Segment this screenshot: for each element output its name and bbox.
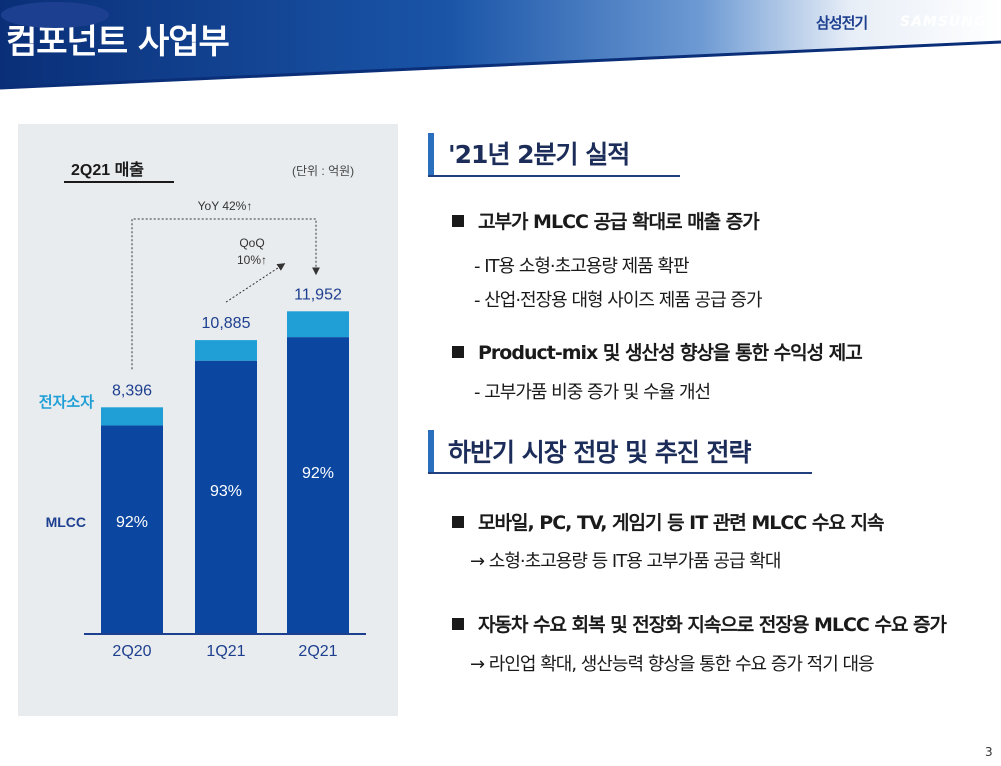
samsung-logo-text: SAMSUNG [900,14,987,30]
bullet-square-icon [452,346,464,358]
bar-device-1Q21 [195,340,257,361]
yoy-label: YoY 42%↑ [198,199,253,213]
bullet-text: Product-mix 및 생산성 향상을 통한 수익성 제고 [478,342,863,364]
section-accent-2 [428,430,434,472]
qoq-arrow [225,263,286,303]
bullet-square-icon [452,215,464,227]
bullet-1-2: Product-mix 및 생산성 향상을 통한 수익성 제고 [452,338,863,365]
bar-mlcc-2Q20 [101,425,163,634]
bullet-text: 모바일, PC, TV, 게임기 등 IT 관련 MLCC 수요 지속 [478,512,884,534]
bullet-square-icon [452,618,464,630]
bar-device-2Q21 [287,311,349,338]
bar-device-2Q20 [101,407,163,426]
legend-device: 전자소자 [39,394,94,411]
sub-item: → 라인업 확대, 생산능력 향상을 통한 수요 증가 적기 대응 [470,654,875,675]
bullet-square-icon [452,516,464,528]
x-tick-1Q21: 1Q21 [206,643,245,660]
qoq-label-line2: 10%↑ [237,253,267,267]
bullet-2-1: 모바일, PC, TV, 게임기 등 IT 관련 MLCC 수요 지속 [452,508,884,535]
bullet-text: 고부가 MLCC 공급 확대로 매출 증가 [478,211,760,233]
x-tick-2Q21: 2Q21 [298,643,337,660]
page-title: 컴포넌트 사업부 [6,22,230,62]
section-title-1: '21년 2분기 실적 [448,140,630,169]
bar-mlcc-2Q21 [287,337,349,634]
bar-mlcc-1Q21 [195,360,257,634]
section-underline-1 [428,175,680,177]
x-tick-2Q20: 2Q20 [112,643,151,660]
chart-panel: 2Q21 매출 (단위 : 억원) 8,396 92% 2Q20 10,885 93% 1… [18,124,398,716]
header-banner: 컴포넌트 사업부 삼성전기 SAMSUNG [0,0,1001,90]
section-title-2: 하반기 시장 전망 및 추진 전략 [448,438,752,467]
sub-item: - IT용 소형·초고용량 제품 확판 [474,256,690,277]
share-label-2Q21: 92% [302,465,334,482]
revenue-chart: 2Q21 매출 (단위 : 억원) 8,396 92% 2Q20 10,885 93% 1… [39,161,366,660]
samsung-logo [1,2,109,28]
brand-korean-name: 삼성전기 [816,14,868,32]
legend-mlcc: MLCC [46,514,86,530]
total-label-2Q21: 11,952 [294,286,342,303]
page-number: 3 [985,745,993,759]
yoy-arrow [131,218,320,370]
share-label-1Q21: 93% [210,483,242,500]
chart-title: 2Q21 매출 [71,161,144,179]
sub-item: - 산업·전장용 대형 사이즈 제품 공급 증가 [474,290,763,311]
bullet-2-2: 자동차 수요 회복 및 전장화 지속으로 전장용 MLCC 수요 증가 [452,610,947,637]
sub-item: → 소형·초고용량 등 IT용 고부가품 공급 확대 [470,551,781,572]
section-underline-2 [428,472,812,474]
bullet-1-1: 고부가 MLCC 공급 확대로 매출 증가 [452,207,760,234]
qoq-label-line1: QoQ [239,236,264,250]
header-background [0,0,1001,90]
bullet-text: 자동차 수요 회복 및 전장화 지속으로 전장용 MLCC 수요 증가 [478,614,947,636]
unit-note: (단위 : 억원) [292,164,354,178]
section-accent-1 [428,133,434,175]
share-label-2Q20: 92% [116,514,148,531]
sub-item: - 고부가품 비중 증가 및 수율 개선 [474,382,711,403]
total-label-1Q21: 10,885 [202,315,251,332]
total-label-2Q20: 8,396 [112,382,152,399]
